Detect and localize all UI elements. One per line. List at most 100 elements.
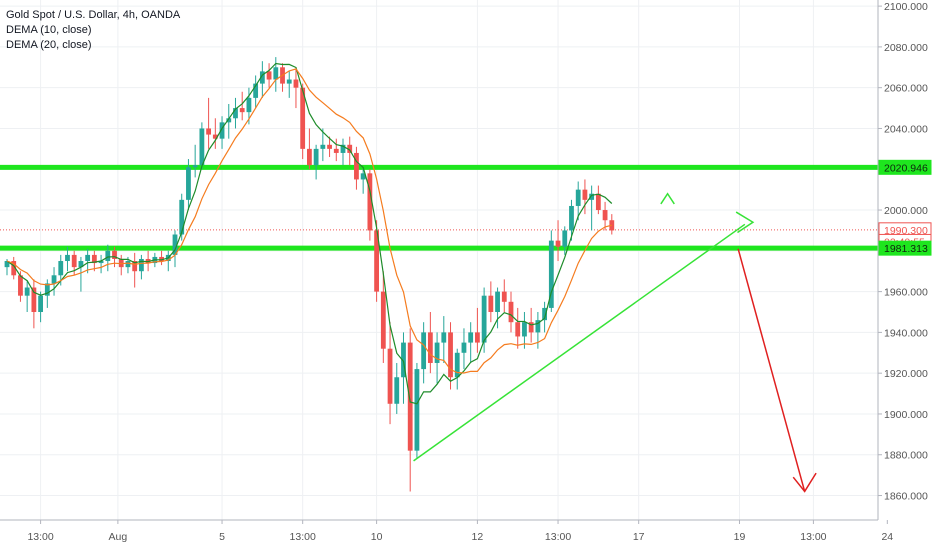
candle-body <box>91 254 97 264</box>
candle-body <box>132 261 138 272</box>
candle-body <box>367 173 373 231</box>
dema-10-line <box>6 62 613 405</box>
price-axis[interactable]: 1860.000 1880.000 1900.000 1920.000 1940.000… <box>877 0 932 550</box>
time-tick-label: 5 <box>219 531 225 543</box>
candle-body <box>4 261 10 268</box>
price-tick-label: 2100.000 <box>884 1 928 13</box>
candle-body <box>18 275 23 296</box>
chart-legend: Gold Spot / U.S. Dollar, 4h, OANDA DEMA … <box>6 8 180 53</box>
price-tick-label: 2060.000 <box>884 83 928 95</box>
candle-body <box>421 332 427 370</box>
candle-body <box>354 152 359 180</box>
trend-arrow-mark <box>660 192 675 205</box>
candle-body <box>125 261 131 268</box>
price-tag-label: 2020.946 <box>884 162 928 174</box>
price-tick-label: 1920.000 <box>884 368 928 380</box>
candle-body <box>286 79 292 84</box>
candle-body <box>139 258 144 272</box>
candle-body <box>333 148 339 153</box>
price-tick-label: 1960.000 <box>884 287 928 299</box>
candle-body <box>320 144 326 149</box>
candle-body <box>414 369 420 451</box>
candle-body <box>192 165 198 168</box>
candle-body <box>112 250 117 259</box>
trend-line <box>413 223 746 462</box>
candle-body <box>394 377 400 404</box>
candle-body <box>575 189 581 206</box>
candle-body <box>172 234 178 255</box>
time-tick-label: 24 <box>881 531 893 543</box>
symbol-title[interactable]: Gold Spot / U.S. Dollar, 4h, OANDA <box>6 9 181 21</box>
candle-body <box>515 322 521 337</box>
candle-body <box>481 295 487 343</box>
candle-body <box>427 332 433 363</box>
candle-body <box>475 332 480 343</box>
indicator-dema-10[interactable]: DEMA (10, close) <box>6 24 92 36</box>
candle-body <box>528 322 534 333</box>
time-tick-label: Aug <box>109 531 128 543</box>
time-axis-bg <box>0 520 878 550</box>
time-tick-label: 17 <box>633 531 645 543</box>
candle-body <box>105 250 111 262</box>
dema-lines <box>6 62 613 405</box>
candle-body <box>508 301 514 323</box>
candle-body <box>51 275 57 284</box>
trend-arrow-head <box>735 211 755 234</box>
candle-body <box>186 167 191 200</box>
time-axis[interactable]: 13:00 Aug 5 13:00 10 12 13:00 17 19 13:00 24 <box>0 519 893 550</box>
indicator-dema-20[interactable]: DEMA (20, close) <box>6 39 92 51</box>
candle-body <box>401 342 406 378</box>
candle-body <box>441 332 447 343</box>
time-tick-label: 13:00 <box>290 531 316 543</box>
candle-body <box>582 189 588 200</box>
candle-body <box>199 128 205 166</box>
candle-body <box>273 67 279 80</box>
candle-body <box>434 342 440 363</box>
projection-arrow-head <box>792 472 817 493</box>
candle-body <box>11 261 17 276</box>
time-tick-label: 13:00 <box>800 531 826 543</box>
candle-body <box>589 193 595 200</box>
candle-body <box>407 342 413 451</box>
candle-body <box>562 230 568 247</box>
candle-body <box>233 108 238 119</box>
candle-body <box>246 97 252 113</box>
candle-body <box>24 287 30 296</box>
price-tick-label: 1900.000 <box>884 409 928 421</box>
candle-body <box>448 332 453 378</box>
time-tick-label: 10 <box>371 531 383 543</box>
candles[interactable] <box>4 57 615 492</box>
candle-body <box>253 83 259 98</box>
candle-body <box>374 230 379 292</box>
drawings[interactable] <box>413 192 817 493</box>
price-tag-box <box>878 240 932 256</box>
candle-body <box>347 144 353 153</box>
candle-body <box>501 291 507 302</box>
candle-body <box>468 332 474 343</box>
dema-20-line <box>6 68 612 374</box>
candle-body <box>313 148 319 166</box>
candle-body <box>65 254 70 262</box>
candle-body <box>340 144 346 153</box>
candle-body <box>461 342 467 353</box>
candle-body <box>380 291 386 349</box>
candle-body <box>98 261 104 264</box>
candle-body <box>266 71 272 80</box>
candle-body <box>555 240 561 247</box>
candle-body <box>535 320 541 333</box>
candle-body <box>307 148 312 166</box>
candle-body <box>206 128 211 135</box>
candle-body <box>212 134 218 139</box>
candle-body <box>226 118 232 123</box>
price-axis-bg <box>878 0 932 550</box>
candle-body <box>522 322 527 337</box>
candle-body <box>85 254 91 262</box>
chart-grid <box>0 0 888 520</box>
candle-body <box>542 307 547 321</box>
time-tick-label: 19 <box>734 531 746 543</box>
price-tick-label: 1860.000 <box>884 491 928 503</box>
horizontal-levels[interactable] <box>0 164 878 251</box>
candle-body <box>495 291 500 312</box>
candle-body <box>293 79 299 88</box>
